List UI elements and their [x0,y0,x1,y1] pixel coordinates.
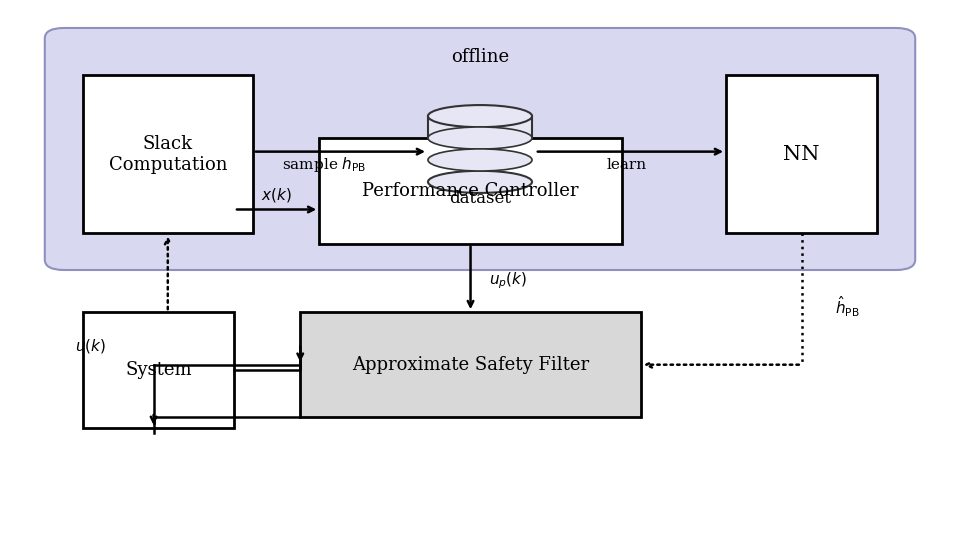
Text: $u_p(k)$: $u_p(k)$ [490,270,528,291]
Bar [428,116,532,182]
FancyBboxPatch shape [83,312,234,428]
Text: Performance Controller: Performance Controller [362,182,579,200]
Text: System: System [125,361,192,379]
FancyBboxPatch shape [45,28,915,270]
Ellipse shape [428,127,532,149]
Text: $u(k)$: $u(k)$ [75,338,107,355]
FancyBboxPatch shape [300,312,641,417]
Text: $x(k)$: $x(k)$ [261,186,292,204]
Ellipse shape [428,149,532,171]
Text: offline: offline [451,48,509,66]
Ellipse shape [428,105,532,127]
Ellipse shape [428,171,532,193]
Text: dataset: dataset [449,191,511,207]
FancyBboxPatch shape [726,76,877,233]
Text: sample $h_{\rm PB}$: sample $h_{\rm PB}$ [281,156,366,174]
Text: learn: learn [607,158,647,172]
Text: Slack
Computation: Slack Computation [108,135,227,174]
Text: $\hat{h}_{\rm PB}$: $\hat{h}_{\rm PB}$ [835,294,859,319]
FancyBboxPatch shape [83,76,252,233]
Text: NN: NN [783,145,820,164]
Text: Approximate Safety Filter: Approximate Safety Filter [352,356,589,374]
FancyBboxPatch shape [319,138,622,244]
